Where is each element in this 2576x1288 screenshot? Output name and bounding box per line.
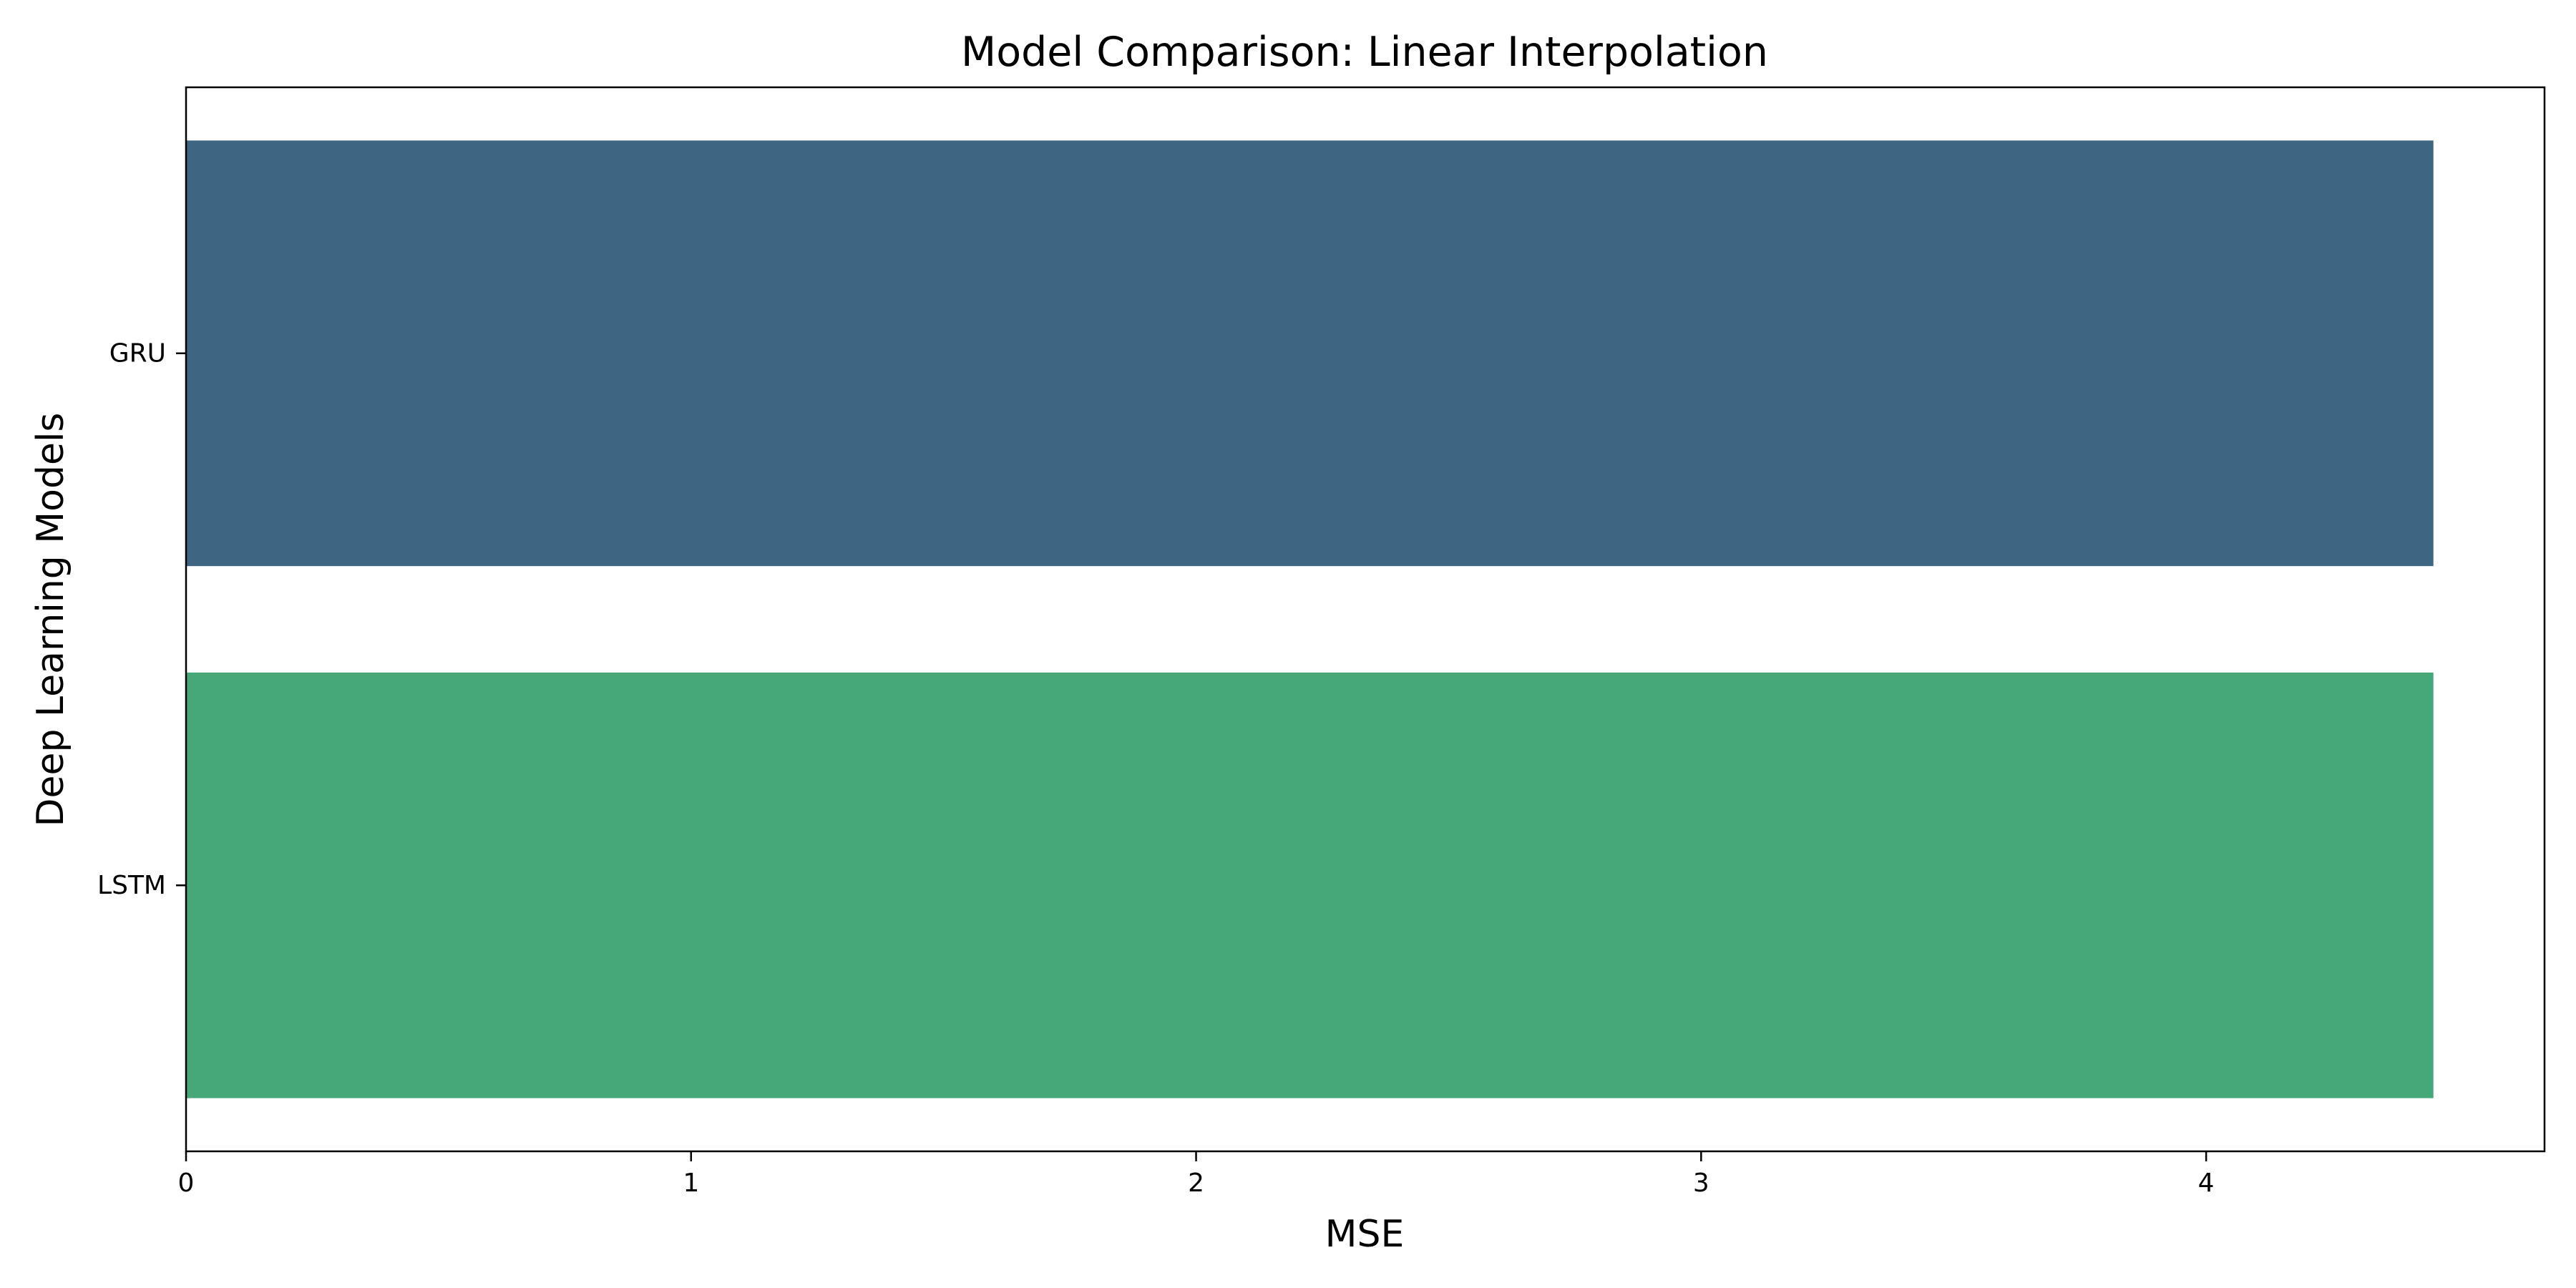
x-tick-label: 1	[683, 1169, 699, 1198]
x-tick-label: 4	[2198, 1169, 2215, 1198]
y-ticks-group: GRU LSTM	[97, 338, 186, 900]
y-axis-label: Deep Learning Models	[29, 412, 72, 826]
x-tick-label: 3	[1693, 1169, 1709, 1198]
plot-frame	[185, 86, 2546, 1153]
x-axis-label: MSE	[1325, 1213, 1405, 1256]
y-tick-label: LSTM	[97, 871, 166, 900]
x-ticks-group: 0 1 2 3 4	[178, 1151, 2215, 1198]
bars-group	[186, 140, 2434, 1098]
bar-lstm	[186, 672, 2434, 1098]
chart-title: Model Comparison: Linear Interpolation	[961, 29, 1768, 76]
x-tick-label: 0	[178, 1169, 195, 1198]
bar-gru	[186, 140, 2434, 567]
x-tick-label: 2	[1188, 1169, 1204, 1198]
y-tick-label: GRU	[109, 338, 166, 368]
